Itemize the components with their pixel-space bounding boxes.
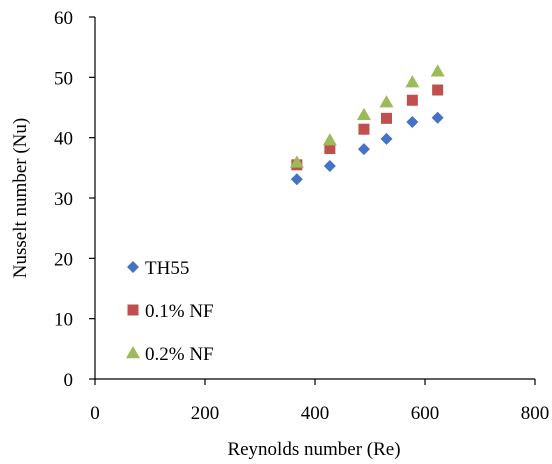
data-point xyxy=(405,75,420,88)
x-tick-labels: 0 200 400 600 800 xyxy=(90,403,549,424)
y-tick-label: 20 xyxy=(54,249,73,270)
legend-label: 0.1% NF xyxy=(145,301,214,322)
data-point xyxy=(324,143,336,155)
y-tick-label: 50 xyxy=(54,68,73,89)
x-tick-label: 400 xyxy=(301,403,330,424)
data-points xyxy=(289,64,445,186)
data-point xyxy=(289,155,304,168)
data-point xyxy=(406,94,418,106)
data-point xyxy=(358,123,370,135)
data-point xyxy=(323,160,336,173)
legend-label: 0.2% NF xyxy=(145,344,214,365)
legend-marker xyxy=(126,346,140,359)
series-2 xyxy=(291,84,444,171)
x-tick-label: 200 xyxy=(191,403,220,424)
y-tick-labels: 0 10 20 30 40 50 60 xyxy=(54,8,73,391)
data-point xyxy=(379,95,394,108)
legend-label: TH55 xyxy=(145,258,189,279)
y-tick-label: 40 xyxy=(54,129,73,150)
legend-marker xyxy=(127,261,139,273)
data-point xyxy=(290,173,303,186)
y-tick-label: 10 xyxy=(54,310,73,331)
data-point xyxy=(406,115,419,128)
data-point xyxy=(381,112,392,124)
legend-item: TH55 xyxy=(127,258,189,279)
legend-marker xyxy=(127,304,139,316)
y-tick-label: 0 xyxy=(64,370,74,391)
x-tick-label: 800 xyxy=(521,403,550,424)
y-tick-label: 60 xyxy=(54,8,73,29)
data-point xyxy=(357,143,370,156)
x-tick-label: 600 xyxy=(411,403,440,424)
y-axis-title: Nusselt number (Nu) xyxy=(10,118,31,278)
x-axis-title: Reynolds number (Re) xyxy=(227,439,400,460)
data-point xyxy=(430,64,445,77)
series-3 xyxy=(289,64,445,168)
y-tick-label: 30 xyxy=(54,189,73,210)
legend-item: 0.2% NF xyxy=(126,344,214,365)
data-point xyxy=(356,107,371,120)
axes xyxy=(89,16,536,385)
data-point xyxy=(431,111,444,124)
data-point xyxy=(322,133,337,146)
legend-item: 0.1% NF xyxy=(127,301,214,322)
data-point xyxy=(380,132,393,145)
series-1 xyxy=(290,111,444,186)
x-tick-label: 0 xyxy=(90,403,100,424)
data-point xyxy=(432,84,444,96)
legend: TH55 0.1% NF 0.2% NF xyxy=(126,258,214,365)
